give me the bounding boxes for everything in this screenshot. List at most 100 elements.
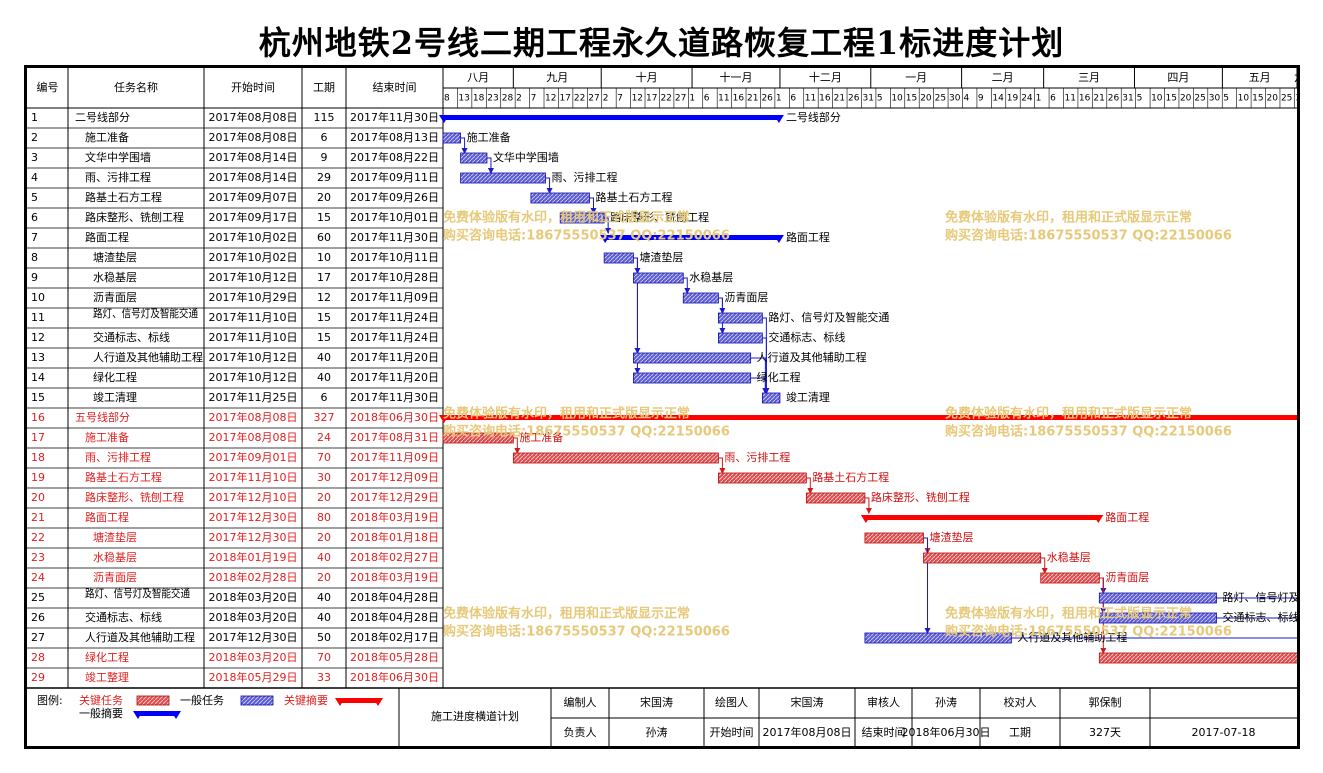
day-tick-label: 15 [906,94,917,104]
day-tick-label: 25 [1194,94,1205,104]
dependency-link [683,277,691,294]
task-id: 21 [31,511,45,524]
bar-label: 路灯、信号灯及智能交通 [1223,590,1297,604]
task-name: 交通标志、标线 [85,610,162,624]
watermark-line2: 购买咨询电话:18675550537 QQ:22150066 [443,624,730,640]
task-id: 11 [31,311,45,324]
day-tick-label: 12 [632,94,643,104]
task-id: 26 [31,611,45,624]
task-end: 2018年03月19日 [350,570,439,584]
task-duration: 40 [317,551,331,564]
month-label: 二月 [992,71,1014,84]
task-end: 2017年08月22日 [350,150,439,164]
dependency-link [762,337,770,394]
task-bar [718,332,763,344]
task-bar [633,352,752,364]
task-bar [559,212,605,224]
task-duration: 15 [317,311,331,324]
dependency-link [1216,597,1297,599]
task-end: 2017年08月13日 [350,130,439,144]
task-bar [603,252,634,264]
day-tick-label: 2 [603,94,609,104]
bar-label: 水稳基层 [1047,550,1091,564]
task-start: 2017年09月01日 [209,450,298,464]
bar-label: 塘渣垫层 [639,250,683,264]
task-start: 2017年10月29日 [209,290,298,304]
day-tick-label: 11 [718,94,729,104]
dependency-link [750,357,769,394]
day-tick-label: 25 [1281,94,1292,104]
bar-label: 路床整形、铣刨工程 [871,490,970,504]
footer-duration_label: 工期 [1009,726,1031,739]
task-bar [442,432,514,444]
plan-name: 施工进度横道计划 [431,709,519,723]
footer-owner_label: 负责人 [564,725,597,739]
bar-label: 路灯、信号灯及智能交通 [768,310,889,324]
task-end: 2017年10月11日 [350,250,439,264]
legend-normal-summary-cap [171,711,181,719]
task-duration: 12 [317,291,331,304]
task-name: 水稳基层 [93,270,137,284]
dependency-link [486,157,494,174]
day-tick-label: 14 [992,94,1004,104]
task-id: 4 [31,171,38,184]
day-tick-label: 26 [848,94,860,104]
task-id: 5 [31,191,38,204]
legend-normal-summary-swatch [137,711,177,716]
bar-label: 路面工程 [1105,511,1149,524]
task-end: 2017年09月11日 [350,170,439,184]
task-id: 16 [31,411,45,424]
task-id: 9 [31,271,38,284]
day-tick-label: 26 [761,94,773,104]
day-tick-label: 4 [963,94,969,104]
task-end: 2018年06月30日 [350,670,439,684]
footer-end_label: 结束时间 [862,726,906,739]
task-start: 2018年05月29日 [209,670,298,684]
page-title: 杭州地铁2号线二期工程永久道路恢复工程1标进度计划 [258,24,1065,62]
task-name: 文华中学围墙 [85,150,151,164]
day-tick-label: 21 [1093,94,1104,104]
day-tick-label: 6 [790,94,796,104]
task-id: 1 [31,111,38,124]
day-tick-label: 1 [689,94,695,104]
task-end: 2017年12月29日 [350,490,439,504]
task-duration: 29 [317,171,331,184]
month-label: 一月 [905,71,927,84]
footer-checker: 郭保制 [1089,695,1122,709]
task-end: 2017年11月09日 [350,290,439,304]
task-bar [460,172,546,184]
watermark-line1: 免费体验版有水印，租用和正式版显示正常 [443,210,690,226]
column-header: 工期 [313,81,335,94]
task-start: 2017年12月30日 [209,530,298,544]
task-name: 交通标志、标线 [93,330,170,344]
task-name: 五号线部分 [75,410,130,424]
task-start: 2017年10月12日 [209,350,298,364]
legend-critical-task-swatch [136,695,170,706]
task-id: 13 [31,351,45,364]
task-id: 29 [31,671,45,684]
task-duration: 115 [314,111,335,124]
legend-critical-summary-cap [335,698,345,706]
dependency-link [806,477,814,494]
task-end: 2018年02月17日 [350,630,439,644]
task-duration: 20 [317,531,331,544]
task-bar [633,272,684,284]
task-name: 路灯、信号灯及智能交通 [85,586,190,600]
task-name: 人行道及其他辅助工程 [85,630,195,644]
day-tick-label: 21 [834,94,845,104]
gantt-chart: 编号任务名称开始时间工期结束时间八月九月十月十一月十二月一月二月三月四月五月六月… [27,68,1297,746]
bar-label: 竣工清理 [786,390,830,404]
footer-start: 2017年08月08日 [763,725,852,739]
day-tick-label: 13 [458,94,469,104]
task-start: 2018年03月20日 [209,610,298,624]
bar-label: 路基土石方工程 [596,190,673,204]
task-id: 2 [31,131,38,144]
task-bar [682,292,719,304]
task-duration: 40 [317,351,331,364]
summary-cap-end [1093,515,1104,523]
task-duration: 40 [317,611,331,624]
summary-cap-start [600,235,611,243]
footer-end: 2018年06月30日 [902,725,991,739]
watermark-line2: 购买咨询电话:18675550537 QQ:22150066 [945,624,1232,640]
task-name: 路床整形、铣刨工程 [85,490,184,504]
